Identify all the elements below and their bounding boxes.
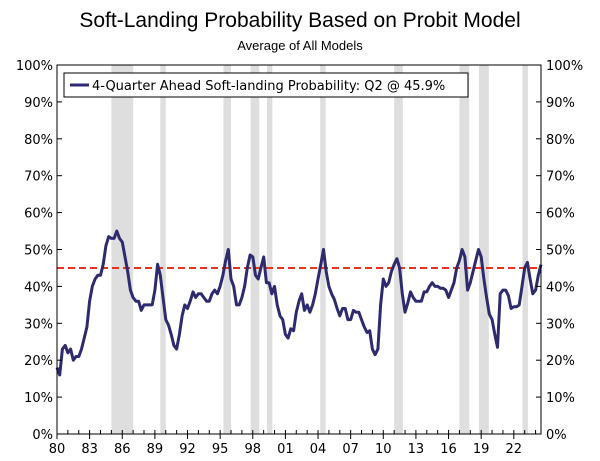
shaded-period-9 (522, 65, 528, 434)
y-tick-label-left: 80% (24, 133, 53, 148)
y-tick-label-left: 0% (32, 428, 53, 443)
x-tick-label: 80 (49, 442, 66, 457)
shaded-period-1 (160, 65, 166, 434)
x-tick-label: 13 (408, 442, 425, 457)
y-tick-label-right: 30% (546, 317, 575, 332)
y-tick-label-right: 40% (546, 280, 575, 295)
y-tick-label-right: 0% (546, 428, 567, 443)
shaded-period-4 (266, 65, 273, 434)
x-tick-label: 22 (506, 442, 523, 457)
x-tick-label: 07 (342, 442, 359, 457)
chart-subtitle: Average of All Models (237, 38, 363, 53)
y-tick-label-left: 50% (24, 244, 53, 259)
legend-label: 4-Quarter Ahead Soft-landing Probability… (92, 79, 445, 94)
x-tick-label: 16 (440, 442, 457, 457)
y-tick-label-right: 80% (546, 133, 575, 148)
x-tick-label: 89 (147, 442, 164, 457)
y-tick-label-left: 40% (24, 280, 53, 295)
shaded-period-7 (459, 65, 470, 434)
y-tick-label-right: 70% (546, 170, 575, 185)
shaded-period-6 (394, 65, 403, 434)
y-tick-label-left: 100% (16, 59, 53, 74)
y-tick-label-left: 60% (24, 207, 53, 222)
y-tick-label-left: 30% (24, 317, 53, 332)
x-tick-label: 83 (81, 442, 98, 457)
y-tick-label-left: 90% (24, 96, 53, 111)
x-tick-label: 95 (212, 442, 229, 457)
y-tick-label-right: 10% (546, 391, 575, 406)
y-tick-label-left: 20% (24, 354, 53, 369)
series-line (55, 229, 543, 377)
y-tick-label-right: 100% (546, 59, 583, 74)
shaded-period-8 (479, 65, 489, 434)
x-tick-label: 01 (277, 442, 294, 457)
legend-box (63, 72, 469, 98)
x-tick-label: 04 (310, 442, 327, 457)
y-tick-label-right: 60% (546, 207, 575, 222)
x-tick-label: 86 (114, 442, 131, 457)
y-tick-label-right: 50% (546, 244, 575, 259)
shaded-period-3 (250, 65, 260, 434)
legend: 4-Quarter Ahead Soft-landing Probability… (63, 72, 469, 98)
y-tick-label-left: 70% (24, 170, 53, 185)
y-tick-label-left: 10% (24, 391, 53, 406)
x-tick-label: 19 (473, 442, 490, 457)
y-tick-label-right: 20% (546, 354, 575, 369)
x-tick-label: 92 (179, 442, 196, 457)
y-tick-label-right: 90% (546, 96, 575, 111)
chart-title: Soft-Landing Probability Based on Probit… (79, 9, 521, 32)
x-tick-label: 98 (245, 442, 262, 457)
x-tick-label: 10 (375, 442, 392, 457)
